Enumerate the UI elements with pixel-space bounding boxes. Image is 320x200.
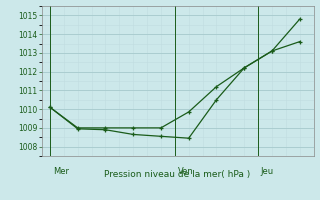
Text: Ven: Ven bbox=[178, 167, 193, 176]
Text: Mer: Mer bbox=[53, 167, 69, 176]
Text: Jeu: Jeu bbox=[261, 167, 274, 176]
X-axis label: Pression niveau de la mer( hPa ): Pression niveau de la mer( hPa ) bbox=[104, 170, 251, 179]
